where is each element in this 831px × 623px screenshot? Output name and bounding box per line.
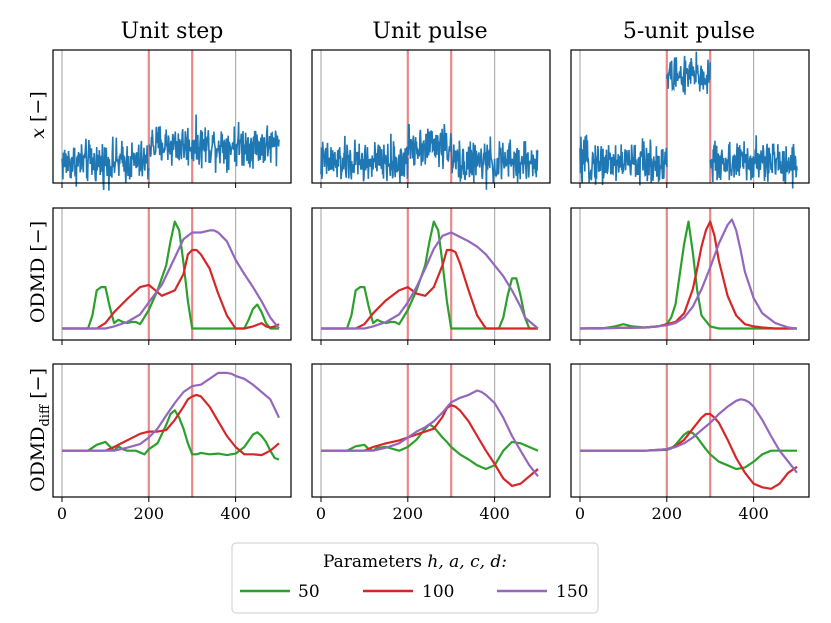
series-line-100: [321, 248, 538, 330]
ylabel-odmd: ODMD [−]: [27, 221, 49, 323]
signal-line: [407, 123, 452, 170]
panel-grid: 0 200 400 0 200 400 0 200 400: [52, 49, 810, 523]
ylabel-x-main: x: [27, 128, 49, 139]
signal-line: [579, 134, 668, 186]
axes-frame: [311, 363, 551, 498]
x-tick-label: 400: [479, 504, 510, 523]
x-tick-label: 0: [57, 504, 67, 523]
odmd-panel-3: [570, 207, 810, 345]
axes-frame: [570, 207, 810, 341]
series-line-150: [580, 398, 798, 474]
column-title-unit-step: Unit step: [121, 19, 224, 44]
column-title-5-unit-pulse: 5-unit pulse: [623, 19, 755, 44]
ylabel-x-unit: [−]: [27, 91, 49, 122]
x-tick-label: 200: [393, 504, 424, 523]
odmd-panel-1: [52, 207, 292, 345]
signal-line: [450, 136, 539, 190]
legend-box: [231, 542, 599, 614]
svg-text:x [−]: x [−]: [27, 91, 49, 139]
x-tick-label: 400: [220, 504, 251, 523]
odmd-diff-panel-2: 0 200 400: [311, 363, 551, 523]
odmd-diff-panel-1: 0 200 400: [52, 363, 292, 523]
axes-frame: [52, 49, 292, 184]
x-tick-label: 0: [316, 504, 326, 523]
series-line-50: [321, 220, 538, 330]
legend-title: Parameters h, a, c, d:: [323, 552, 507, 572]
series-line-150: [579, 218, 798, 330]
signal-line: [666, 51, 711, 95]
ylabel-odmd-unit: [−]: [27, 221, 49, 252]
legend: Parameters h, a, c, d: 50 100 150: [231, 542, 599, 614]
legend-title-vars: h, a, c, d:: [427, 552, 507, 572]
series-line-50: [62, 409, 280, 461]
ylabel-odmd-diff-main: ODMD: [27, 427, 49, 493]
x-panel-1: [52, 49, 292, 191]
series-line-150: [321, 231, 539, 330]
legend-label-150: 150: [556, 582, 588, 602]
series-line-150: [62, 229, 280, 330]
axes-frame: [52, 363, 292, 498]
signal-line: [148, 114, 280, 173]
axes-frame: [570, 363, 810, 498]
ylabel-odmd-diff-sub: diff: [38, 403, 53, 426]
series-line-50: [62, 220, 279, 330]
x-tick-label: 200: [652, 504, 683, 523]
x-tick-label: 400: [738, 504, 769, 523]
series-line-100: [62, 248, 280, 330]
signal-line: [61, 136, 150, 191]
legend-label-100: 100: [422, 582, 454, 602]
ylabel-odmd-diff-unit: [−]: [27, 368, 49, 405]
column-title-unit-pulse: Unit pulse: [372, 19, 487, 44]
series-line-100: [62, 393, 280, 457]
series-line-150: [62, 371, 280, 452]
ylabel-odmd-diff: ODMDdiff [−]: [27, 368, 53, 492]
odmd-panel-2: [311, 207, 551, 345]
x-tick-label: 0: [575, 504, 585, 523]
signal-line: [320, 133, 409, 183]
series-line-50: [580, 220, 797, 330]
svg-text:ODMDdiff [−]: ODMDdiff [−]: [27, 368, 53, 492]
axes-frame: [570, 49, 810, 184]
svg-text:ODMD [−]: ODMD [−]: [27, 221, 49, 323]
signal-line: [709, 135, 798, 189]
ylabel-odmd-main: ODMD: [27, 258, 49, 324]
x-panel-3: [570, 49, 810, 189]
axes-frame: [311, 207, 551, 341]
legend-title-prefix: Parameters: [323, 552, 422, 572]
legend-label-50: 50: [298, 582, 320, 602]
series-line-100: [321, 404, 539, 487]
series-line-150: [321, 389, 539, 477]
axes-frame: [311, 49, 551, 184]
axes-frame: [52, 207, 292, 341]
ylabel-x: x [−]: [27, 91, 49, 139]
x-panel-2: [311, 49, 551, 190]
x-tick-label: 200: [134, 504, 165, 523]
odmd-diff-panel-3: 0 200 400: [570, 363, 810, 523]
